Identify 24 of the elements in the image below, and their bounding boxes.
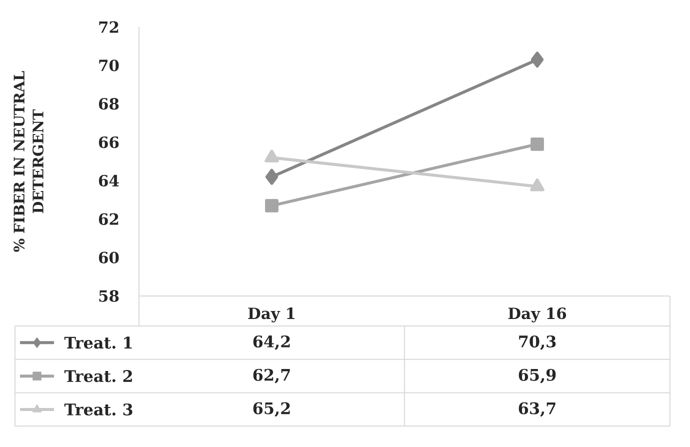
y-tick-label: 64 <box>98 174 119 187</box>
y-tick-label: 58 <box>99 290 119 302</box>
y-tick-label: 60 <box>98 252 119 264</box>
legend-label: Treat. 1 <box>64 336 132 349</box>
data-label: 65,9 <box>518 368 556 384</box>
data-label: 62,7 <box>253 368 290 384</box>
y-tick-label: 72 <box>99 21 118 33</box>
data-label: 63,7 <box>518 402 556 417</box>
y-tick-label: 66 <box>98 136 119 148</box>
x-tick-label: Day 1 <box>248 308 294 322</box>
y-axis-title: % FIBER IN NEUTRAL DETERGENT <box>14 71 44 252</box>
y-tick-label: 68 <box>98 98 119 110</box>
y-tick-label: 70 <box>99 60 119 72</box>
point <box>530 52 544 68</box>
y-tick-label: 62 <box>98 213 118 225</box>
legend-label: Treat. 3 <box>64 403 132 416</box>
data-label: 64,2 <box>253 335 290 350</box>
data-label: 65,2 <box>253 402 290 417</box>
point <box>530 137 544 151</box>
x-tick-label: Day 16 <box>508 308 566 322</box>
point <box>265 168 278 185</box>
data-label: 70,3 <box>519 335 556 350</box>
point <box>265 198 278 212</box>
legend-label: Treat. 2 <box>64 370 132 382</box>
